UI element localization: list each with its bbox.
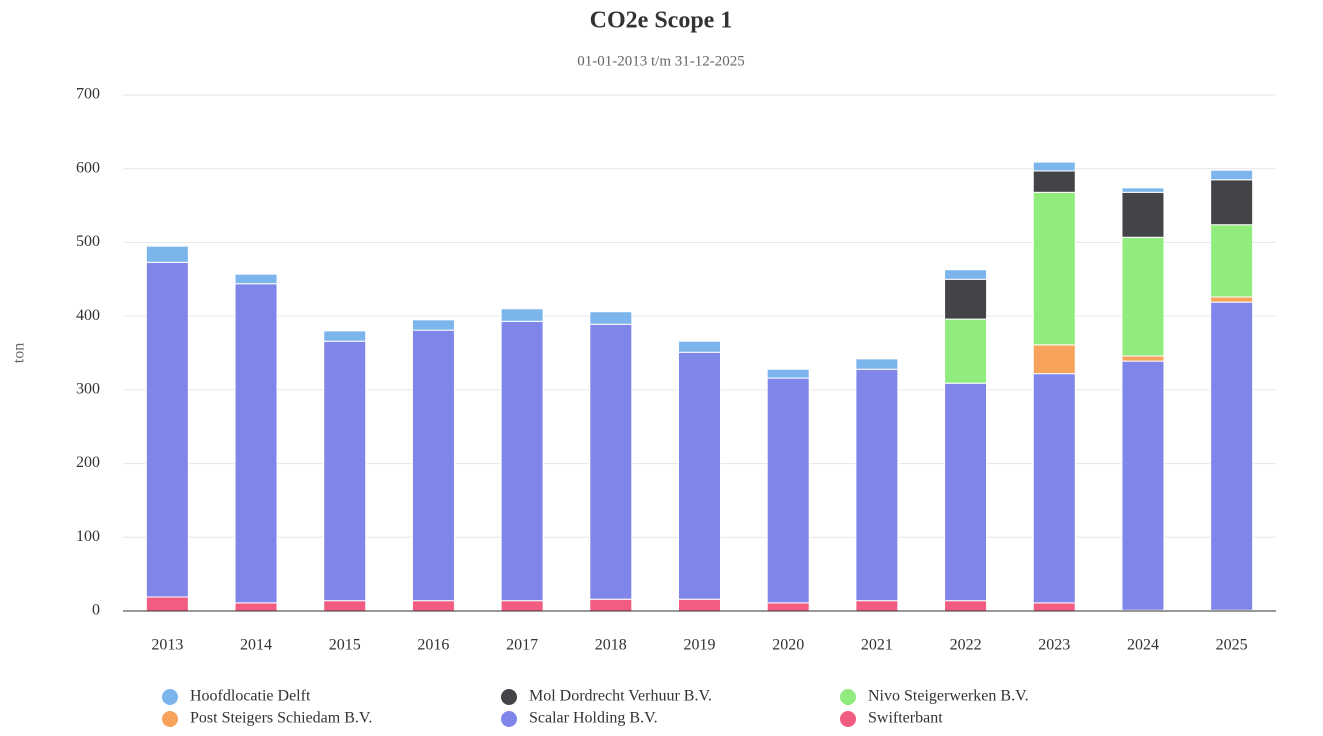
- bar-segment: [411, 600, 455, 612]
- legend-label: Mol Dordrecht Verhuur B.V.: [529, 688, 712, 705]
- bar-segment: [1032, 161, 1076, 172]
- bar-segment: [589, 311, 633, 325]
- bar-segment: [855, 600, 899, 612]
- bar-segment: [678, 340, 721, 353]
- legend-marker: [840, 689, 856, 705]
- legend-label: Nivo Steigerwerken B.V.: [868, 688, 1029, 705]
- bar-segment: [766, 377, 810, 604]
- x-tick-label: 2025: [1216, 637, 1248, 654]
- x-tick-label: 2020: [772, 637, 804, 654]
- bar-segment: [944, 318, 988, 384]
- y-tick-label: 0: [92, 602, 100, 619]
- bar-segment: [944, 600, 988, 612]
- x-tick-label: 2024: [1127, 637, 1159, 654]
- bar-segment: [500, 320, 544, 602]
- bar-segment: [500, 308, 544, 322]
- bar-segment: [589, 323, 633, 600]
- legend-marker: [840, 711, 856, 727]
- y-tick-label: 300: [76, 381, 100, 398]
- bar-segment: [323, 600, 367, 612]
- bar-segment: [1121, 355, 1165, 362]
- y-axis-label: ton: [11, 343, 28, 363]
- legend-marker: [162, 689, 178, 705]
- x-tick-label: 2019: [684, 637, 716, 654]
- legend-label: Swifterbant: [868, 710, 943, 727]
- bar-segment: [323, 330, 367, 342]
- legend-label: Hoofdlocatie Delft: [190, 688, 311, 705]
- bar-segment: [855, 358, 899, 370]
- bar-segment: [766, 368, 810, 379]
- bar-segment: [1032, 602, 1076, 612]
- bar-segment: [1032, 373, 1076, 604]
- chart-subtitle: 01-01-2013 t/m 31-12-2025: [577, 53, 744, 69]
- bar-segment: [944, 269, 988, 280]
- legend-label: Post Steigers Schiedam B.V.: [190, 710, 372, 727]
- bar-segment: [944, 382, 988, 602]
- bar-segment: [1210, 224, 1254, 298]
- bar-segment: [1210, 296, 1254, 303]
- y-tick-label: 200: [76, 454, 100, 471]
- x-tick-label: 2018: [595, 637, 627, 654]
- bar-segment: [1210, 179, 1254, 226]
- legend-marker: [162, 711, 178, 727]
- bar-segment: [1121, 191, 1165, 238]
- bar-segment: [589, 598, 633, 612]
- bar-segment: [1032, 191, 1076, 346]
- x-tick-label: 2022: [950, 637, 982, 654]
- bar-segment: [411, 329, 455, 602]
- bar-segment: [145, 261, 189, 598]
- bar-segment: [234, 273, 278, 285]
- y-tick-label: 500: [76, 233, 100, 250]
- bar-segment: [1121, 236, 1165, 357]
- chart-title: CO2e Scope 1: [590, 8, 733, 34]
- x-tick-label: 2023: [1038, 637, 1070, 654]
- y-tick-label: 600: [76, 159, 100, 176]
- bar-segment: [678, 598, 721, 612]
- legend-marker: [501, 689, 517, 705]
- y-tick-label: 100: [76, 528, 100, 545]
- x-tick-label: 2014: [240, 637, 272, 654]
- y-tick-label: 400: [76, 307, 100, 324]
- bar-segment: [1210, 169, 1254, 181]
- bar-segment: [1032, 344, 1076, 375]
- bar-segment: [944, 278, 988, 320]
- bar-segment: [234, 283, 278, 604]
- bar-segment: [323, 340, 367, 602]
- bar-segment: [411, 319, 455, 331]
- bar-segment: [678, 351, 721, 600]
- bar-segment: [1210, 301, 1254, 611]
- bar-segment: [145, 245, 189, 263]
- bar-segment: [145, 596, 189, 612]
- bar-segment: [234, 602, 278, 612]
- x-tick-label: 2013: [151, 637, 183, 654]
- x-tick-label: 2021: [861, 637, 893, 654]
- bar-segment: [766, 602, 810, 612]
- legend-marker: [501, 711, 517, 727]
- legend-label: Scalar Holding B.V.: [529, 710, 658, 727]
- bar-segment: [1032, 170, 1076, 193]
- x-tick-label: 2017: [506, 637, 538, 654]
- bar-segment: [1121, 360, 1165, 611]
- bar-segment: [500, 600, 544, 612]
- x-tick-label: 2016: [417, 637, 449, 654]
- x-tick-label: 2015: [329, 637, 361, 654]
- bar-segment: [1121, 187, 1165, 193]
- bar-segment: [855, 368, 899, 602]
- y-tick-label: 700: [76, 86, 100, 103]
